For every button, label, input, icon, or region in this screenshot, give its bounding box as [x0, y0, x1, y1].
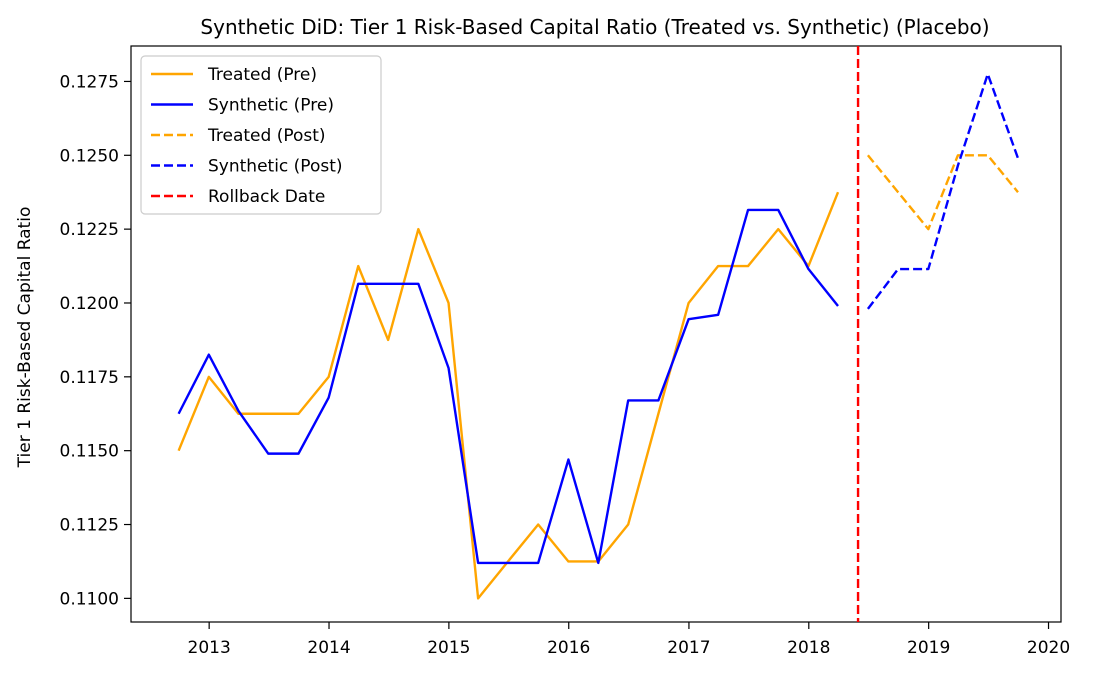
x-tick-label: 2019 — [907, 638, 950, 658]
x-tick-label: 2020 — [1027, 638, 1070, 658]
y-tick-label: 0.1250 — [60, 146, 119, 166]
series-line-synthetic-pre — [179, 210, 838, 563]
y-tick-label: 0.1275 — [60, 72, 119, 92]
chart-title: Synthetic DiD: Tier 1 Risk-Based Capital… — [200, 15, 989, 39]
series-line-treated-pre — [179, 192, 838, 598]
x-tick-label: 2017 — [667, 638, 710, 658]
legend-label-rollback-date: Rollback Date — [208, 187, 325, 207]
legend-label-synthetic-pre: Synthetic (Pre) — [208, 96, 334, 116]
x-tick-label: 2013 — [188, 638, 231, 658]
legend-label-treated-post: Treated (Post) — [207, 126, 326, 146]
x-tick-label: 2016 — [547, 638, 590, 658]
y-tick-label: 0.1175 — [60, 368, 119, 388]
y-tick-label: 0.1125 — [60, 516, 119, 536]
x-tick-label: 2014 — [307, 638, 350, 658]
legend-label-synthetic-post: Synthetic (Post) — [208, 157, 343, 177]
x-tick-label: 2018 — [787, 638, 830, 658]
y-tick-label: 0.1150 — [60, 442, 119, 462]
y-axis-label: Tier 1 Risk-Based Capital Ratio — [15, 207, 35, 469]
legend-label-treated-pre: Treated (Pre) — [207, 65, 317, 85]
x-tick-label: 2015 — [427, 638, 470, 658]
y-tick-label: 0.1200 — [60, 294, 119, 314]
y-tick-label: 0.1225 — [60, 220, 119, 240]
y-tick-label: 0.1100 — [60, 589, 119, 609]
